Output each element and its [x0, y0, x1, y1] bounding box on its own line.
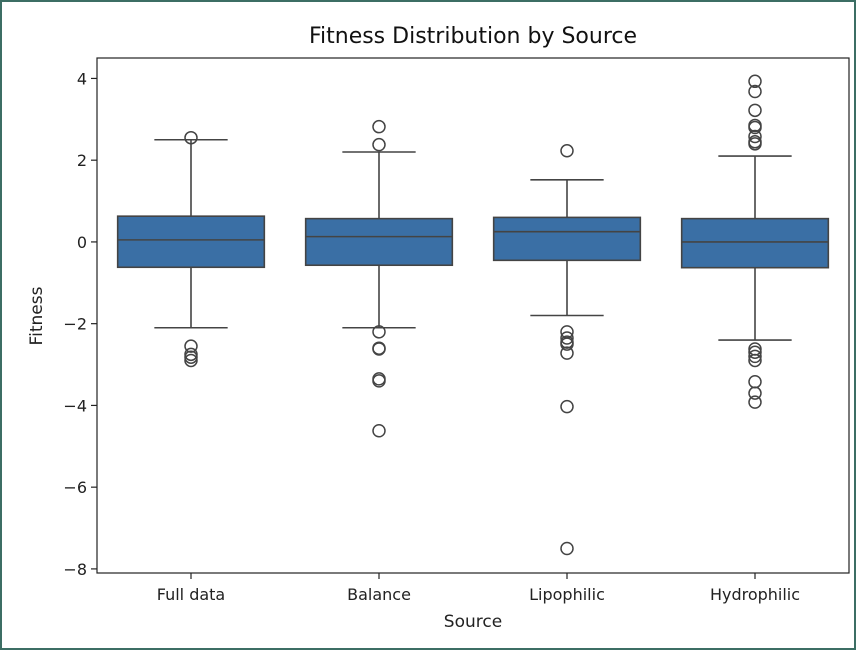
y-tick-label: −8 — [63, 560, 87, 579]
outlier-point — [372, 325, 386, 339]
x-tick-label: Lipophilic — [529, 585, 605, 604]
y-axis: 4 2 0 −2 −4 −6 −8 — [63, 69, 97, 579]
outlier-point — [184, 130, 198, 145]
x-axis: Full data Balance Lipophilic Hydrophilic — [157, 573, 800, 604]
outlier-point — [560, 346, 574, 360]
outlier-point — [748, 120, 762, 135]
y-tick-label: 2 — [77, 151, 87, 170]
outlier-point — [748, 137, 762, 151]
box-balance — [304, 119, 454, 438]
y-tick-label: −2 — [63, 315, 87, 334]
iqr-box — [492, 216, 642, 262]
x-tick-label: Full data — [157, 585, 225, 604]
outlier-point — [184, 353, 198, 368]
y-tick-label: −4 — [63, 396, 87, 415]
outlier-point — [372, 342, 386, 356]
outlier-point — [748, 349, 762, 364]
outlier-point — [560, 399, 574, 414]
outlier-point — [748, 386, 762, 400]
y-tick-label: 0 — [77, 233, 87, 252]
outlier-point — [748, 395, 762, 409]
outlier-point — [372, 424, 386, 438]
outlier-point — [372, 374, 386, 388]
outlier-point — [560, 331, 574, 345]
outlier-point — [560, 337, 574, 351]
outlier-point — [560, 144, 574, 158]
y-tick-label: 4 — [77, 69, 87, 88]
plot-area — [96, 57, 850, 574]
outlier-point — [748, 103, 762, 118]
outlier-point — [184, 350, 198, 364]
outlier-point — [372, 137, 386, 152]
y-axis-label: Fitness — [27, 286, 47, 345]
box-hydrophilic — [680, 74, 830, 409]
outlier-point — [184, 339, 198, 353]
outlier-point — [748, 84, 762, 99]
x-tick-label: Balance — [347, 585, 411, 604]
x-axis-label: Source — [444, 612, 502, 632]
outlier-point — [748, 353, 762, 368]
outlier-point — [372, 119, 386, 134]
outlier-point — [748, 74, 762, 89]
chart-title: Fitness Distribution by Source — [309, 24, 637, 49]
x-tick-label: Hydrophilic — [710, 585, 800, 604]
outlier-point — [748, 129, 762, 144]
iqr-box — [304, 217, 454, 267]
box-full-data — [116, 130, 266, 368]
outlier-point — [560, 541, 574, 556]
y-tick-label: −6 — [63, 478, 87, 497]
box-lipophilic — [492, 144, 642, 556]
iqr-box — [116, 215, 266, 269]
outlier-point — [748, 374, 762, 389]
iqr-box — [680, 217, 830, 269]
boxes — [116, 74, 830, 556]
outlier-point — [748, 345, 762, 360]
